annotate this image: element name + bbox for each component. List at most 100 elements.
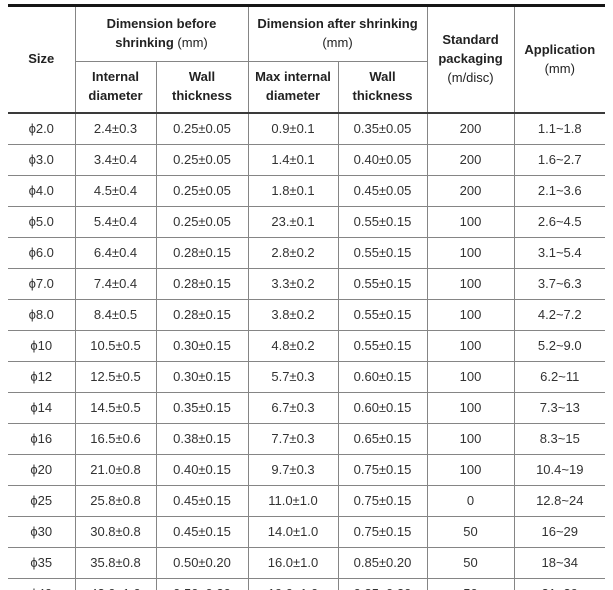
wall-thickness-before-cell: 0.28±0.15 (155, 237, 249, 269)
wall-thickness-after-cell: 0.75±0.15 (337, 485, 428, 517)
wall-thickness-before-cell: 0.30±0.15 (155, 361, 249, 393)
wall-thickness-after-cell: 0.60±0.15 (337, 392, 428, 424)
table-row: ϕ16 16.5±0.6 0.38±0.15 7.7±0.3 0.65±0.15 100 8… (8, 423, 606, 455)
col-subheader-wall-thickness-before: Wall thickness (155, 61, 249, 114)
max-internal-diameter-cell: 11.0±1.0 (247, 485, 339, 517)
max-internal-diameter-cell: 2.8±0.2 (247, 237, 339, 269)
application-cell: 16~29 (513, 516, 606, 548)
standard-packaging-cell: 50 (426, 578, 515, 590)
internal-diameter-cell: 7.4±0.4 (74, 268, 157, 300)
wall-thickness-before-cell: 0.40±0.15 (155, 454, 249, 486)
application-cell: 4.2~7.2 (513, 299, 606, 331)
standard-packaging-cell: 0 (426, 485, 515, 517)
max-internal-diameter-cell: 3.3±0.2 (247, 268, 339, 300)
max-internal-diameter-cell: 7.7±0.3 (247, 423, 339, 455)
wall-thickness-after-cell: 0.75±0.15 (337, 516, 428, 548)
wall-thickness-before-cell: 0.25±0.05 (155, 144, 249, 176)
wall-thickness-after-cell: 0.85±0.20 (337, 578, 428, 590)
max-internal-diameter-cell: 6.7±0.3 (247, 392, 339, 424)
wall-thickness-after-cell: 0.55±0.15 (337, 299, 428, 331)
internal-diameter-cell: 12.5±0.5 (74, 361, 157, 393)
wall-thickness-before-cell: 0.50±0.20 (155, 547, 249, 579)
internal-diameter-cell: 16.5±0.6 (74, 423, 157, 455)
col-header-unit: (mm) (544, 60, 575, 76)
col-header-standard-packaging: Standard packaging (m/disc) (426, 5, 515, 114)
standard-packaging-cell: 100 (426, 268, 515, 300)
size-cell: ϕ5.0 (8, 206, 76, 238)
size-cell: ϕ16 (8, 423, 76, 455)
application-cell: 10.4~19 (513, 454, 606, 486)
wall-thickness-before-cell: 0.45±0.15 (155, 516, 249, 548)
table-row: ϕ2.0 2.4±0.3 0.25±0.05 0.9±0.1 0.35±0.05 200 1… (8, 112, 606, 145)
max-internal-diameter-cell: 1.8±0.1 (247, 175, 339, 207)
wall-thickness-after-cell: 0.40±0.05 (337, 144, 428, 176)
max-internal-diameter-cell: 5.7±0.3 (247, 361, 339, 393)
standard-packaging-cell: 200 (426, 112, 515, 145)
table-row: ϕ3.0 3.4±0.4 0.25±0.05 1.4±0.1 0.40±0.05 200 1… (8, 144, 606, 176)
wall-thickness-after-cell: 0.55±0.15 (337, 268, 428, 300)
table-row: ϕ5.0 5.4±0.4 0.25±0.05 23.±0.1 0.55±0.15 100 2… (8, 206, 606, 238)
col-header-unit: (m/disc) (447, 69, 494, 85)
size-cell: ϕ12 (8, 361, 76, 393)
size-cell: ϕ35 (8, 547, 76, 579)
table-row: ϕ4042.0±1.00.50±0.2019.0±1.00.85±0.20502… (8, 578, 606, 590)
table-row: ϕ25 25.8±0.8 0.45±0.15 11.0±1.0 0.75±0.15 0 12… (8, 485, 606, 517)
wall-thickness-after-cell: 0.85±0.20 (337, 547, 428, 579)
size-cell: ϕ6.0 (8, 237, 76, 269)
application-cell: 8.3~15 (513, 423, 606, 455)
application-cell: 6.2~11 (513, 361, 606, 393)
table-row: ϕ4.0 4.5±0.4 0.25±0.05 1.8±0.1 0.45±0.05 200 2… (8, 175, 606, 207)
col-group-dimension-after: Dimension after shrinking (mm) (247, 5, 428, 62)
table-body: ϕ2.0 2.4±0.3 0.25±0.05 0.9±0.1 0.35±0.05 200 1… (8, 112, 606, 590)
wall-thickness-after-cell: 0.55±0.15 (337, 237, 428, 269)
application-cell: 2.1~3.6 (513, 175, 606, 207)
wall-thickness-before-cell: 0.30±0.15 (155, 330, 249, 362)
internal-diameter-cell: 42.0±1.0 (74, 578, 157, 590)
internal-diameter-cell: 8.4±0.5 (74, 299, 157, 331)
standard-packaging-cell: 200 (426, 144, 515, 176)
internal-diameter-cell: 35.8±0.8 (74, 547, 157, 579)
wall-thickness-before-cell: 0.28±0.15 (155, 299, 249, 331)
wall-thickness-before-cell: 0.38±0.15 (155, 423, 249, 455)
max-internal-diameter-cell: 1.4±0.1 (247, 144, 339, 176)
internal-diameter-cell: 10.5±0.5 (74, 330, 157, 362)
max-internal-diameter-cell: 0.9±0.1 (247, 112, 339, 145)
shrink-tubing-spec-table: Size Dimension before shrinking (mm) Dim… (8, 4, 606, 590)
size-cell: ϕ2.0 (8, 112, 76, 145)
wall-thickness-after-cell: 0.35±0.05 (337, 112, 428, 145)
wall-thickness-before-cell: 0.50±0.20 (155, 578, 249, 590)
wall-thickness-after-cell: 0.60±0.15 (337, 361, 428, 393)
standard-packaging-cell: 200 (426, 175, 515, 207)
standard-packaging-cell: 100 (426, 454, 515, 486)
size-cell: ϕ10 (8, 330, 76, 362)
size-cell: ϕ14 (8, 392, 76, 424)
group-unit: (mm) (177, 35, 208, 50)
size-cell: ϕ40 (8, 578, 76, 590)
max-internal-diameter-cell: 3.8±0.2 (247, 299, 339, 331)
standard-packaging-cell: 100 (426, 237, 515, 269)
table-header: Size Dimension before shrinking (mm) Dim… (8, 5, 606, 114)
standard-packaging-cell: 100 (426, 206, 515, 238)
max-internal-diameter-cell: 14.0±1.0 (247, 516, 339, 548)
table-row: ϕ8.0 8.4±0.5 0.28±0.15 3.8±0.2 0.55±0.15 100 4… (8, 299, 606, 331)
size-cell: ϕ7.0 (8, 268, 76, 300)
col-subheader-wall-thickness-after: Wall thickness (337, 61, 428, 114)
col-header-application: Application (mm) (513, 5, 606, 114)
wall-thickness-before-cell: 0.45±0.15 (155, 485, 249, 517)
internal-diameter-cell: 25.8±0.8 (74, 485, 157, 517)
col-subheader-internal-diameter: Internal diameter (75, 61, 157, 114)
wall-thickness-after-cell: 0.55±0.15 (337, 206, 428, 238)
size-cell: ϕ8.0 (8, 299, 76, 331)
table-row: ϕ6.0 6.4±0.4 0.28±0.15 2.8±0.2 0.55±0.15 100 3… (8, 237, 606, 269)
max-internal-diameter-cell: 9.7±0.3 (247, 454, 339, 486)
col-header-label: Application (524, 41, 596, 57)
application-cell: 21~39 (513, 578, 606, 590)
max-internal-diameter-cell: 4.8±0.2 (247, 330, 339, 362)
group-unit: (mm) (322, 35, 353, 50)
table-row: ϕ20 21.0±0.8 0.40±0.15 9.7±0.3 0.75±0.15 100 1… (8, 454, 606, 486)
application-cell: 7.3~13 (513, 392, 606, 424)
table-row: ϕ14 14.5±0.5 0.35±0.15 6.7±0.3 0.60±0.15 100 7… (8, 392, 606, 424)
col-group-dimension-before: Dimension before shrinking (mm) (74, 5, 249, 62)
table-row: ϕ12 12.5±0.5 0.30±0.15 5.7±0.3 0.60±0.15 100 6… (8, 361, 606, 393)
size-cell: ϕ3.0 (8, 144, 76, 176)
